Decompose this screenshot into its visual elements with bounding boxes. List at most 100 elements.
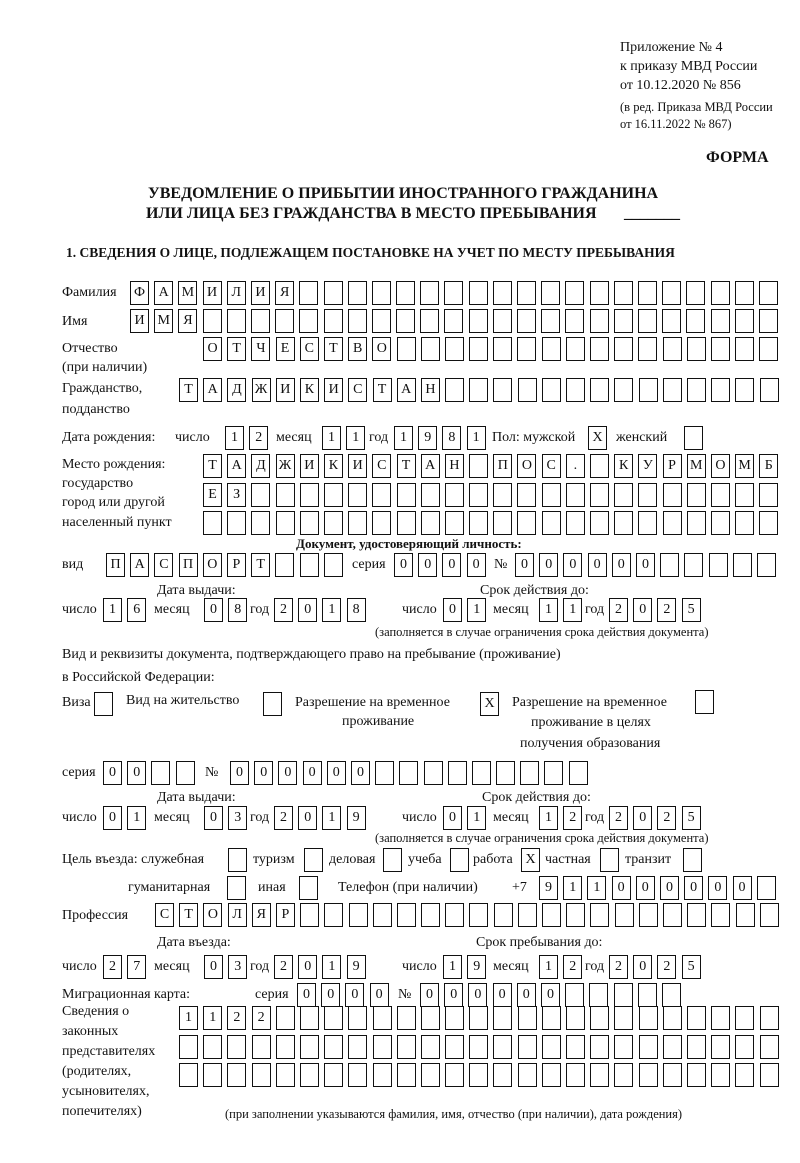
char-cell[interactable]: Я (178, 309, 198, 333)
char-cell[interactable]: С (154, 553, 174, 577)
char-cell[interactable]: О (203, 337, 222, 361)
char-cell[interactable] (590, 483, 609, 507)
purpose-private-checkbox[interactable] (600, 848, 619, 872)
char-cell[interactable] (517, 483, 537, 507)
char-cell[interactable]: 0 (321, 983, 341, 1007)
char-cell[interactable] (396, 1006, 416, 1030)
char-cell[interactable] (493, 1035, 513, 1059)
char-cell[interactable] (347, 281, 367, 305)
char-cell[interactable]: С (348, 378, 368, 402)
char-cell[interactable]: Д (227, 378, 247, 402)
char-cell[interactable] (420, 281, 440, 305)
char-cell[interactable]: З (227, 483, 247, 507)
char-cell[interactable]: 0 (443, 806, 462, 830)
char-cell[interactable] (590, 1006, 610, 1030)
char-cell[interactable]: М (735, 454, 755, 478)
char-cell[interactable] (614, 1035, 634, 1059)
char-cell[interactable] (372, 1006, 392, 1030)
char-cell[interactable]: 1 (443, 955, 462, 979)
char-cell[interactable] (348, 1006, 368, 1030)
char-cell[interactable] (469, 378, 489, 402)
char-cell[interactable]: 0 (394, 553, 413, 577)
char-cell[interactable] (711, 378, 731, 402)
char-cell[interactable] (323, 281, 343, 305)
char-cell[interactable]: 0 (103, 806, 122, 830)
char-cell[interactable]: Р (662, 454, 682, 478)
char-cell[interactable] (684, 553, 704, 577)
char-cell[interactable]: 1 (127, 806, 147, 830)
char-cell[interactable]: В (348, 337, 368, 361)
char-cell[interactable] (251, 1035, 271, 1059)
char-cell[interactable] (735, 378, 755, 402)
checkbox-cell[interactable] (263, 692, 282, 716)
char-cell[interactable] (662, 1063, 682, 1087)
char-cell[interactable]: 0 (633, 598, 653, 622)
purpose-business-checkbox[interactable] (383, 848, 402, 872)
char-cell[interactable] (735, 903, 755, 927)
char-cell[interactable] (372, 903, 392, 927)
char-cell[interactable]: П (178, 553, 198, 577)
char-cell[interactable] (710, 483, 730, 507)
char-cell[interactable] (660, 553, 680, 577)
char-cell[interactable] (686, 337, 706, 361)
char-cell[interactable] (735, 1063, 755, 1087)
char-cell[interactable] (544, 761, 564, 785)
char-cell[interactable] (275, 1035, 295, 1059)
char-cell[interactable] (710, 337, 730, 361)
char-cell[interactable]: Е (203, 483, 222, 507)
char-cell[interactable]: И (299, 454, 319, 478)
char-cell[interactable]: 7 (127, 955, 147, 979)
char-cell[interactable] (566, 1006, 585, 1030)
char-cell[interactable] (468, 281, 488, 305)
char-cell[interactable] (420, 483, 440, 507)
char-cell[interactable]: Ф (130, 281, 149, 305)
char-cell[interactable] (637, 281, 657, 305)
char-cell[interactable] (371, 281, 391, 305)
char-cell[interactable] (589, 281, 609, 305)
representatives-row-2[interactable] (179, 1035, 779, 1059)
char-cell[interactable] (662, 511, 682, 535)
char-cell[interactable] (711, 1063, 731, 1087)
char-cell[interactable]: 3 (228, 955, 248, 979)
char-cell[interactable]: Л (227, 903, 247, 927)
char-cell[interactable] (613, 309, 633, 333)
char-cell[interactable] (348, 903, 368, 927)
char-cell[interactable]: 0 (298, 955, 318, 979)
char-cell[interactable] (299, 1006, 319, 1030)
checkbox-cell[interactable]: X (480, 692, 499, 716)
purpose-transit-checkbox[interactable] (683, 848, 702, 872)
char-cell[interactable]: 0 (635, 876, 655, 900)
char-cell[interactable] (227, 1063, 247, 1087)
char-cell[interactable]: Т (179, 903, 199, 927)
char-cell[interactable]: 1 (539, 955, 558, 979)
char-cell[interactable]: 2 (609, 955, 628, 979)
char-cell[interactable] (734, 309, 754, 333)
char-cell[interactable]: Я (275, 281, 295, 305)
char-cell[interactable] (469, 511, 489, 535)
char-cell[interactable]: 3 (228, 806, 248, 830)
char-cell[interactable]: 2 (657, 806, 677, 830)
char-cell[interactable] (541, 483, 561, 507)
char-cell[interactable] (372, 1035, 392, 1059)
char-cell[interactable]: 9 (539, 876, 558, 900)
char-cell[interactable] (203, 1035, 223, 1059)
char-cell[interactable] (759, 903, 779, 927)
char-cell[interactable] (638, 378, 658, 402)
char-cell[interactable]: М (154, 309, 174, 333)
char-cell[interactable]: 2 (609, 806, 628, 830)
checkbox-cell[interactable] (228, 848, 247, 872)
char-cell[interactable]: 0 (539, 553, 559, 577)
char-cell[interactable]: 0 (302, 761, 322, 785)
char-cell[interactable] (613, 281, 633, 305)
char-cell[interactable]: П (493, 454, 513, 478)
char-cell[interactable]: 0 (468, 983, 488, 1007)
char-cell[interactable]: М (686, 454, 706, 478)
char-cell[interactable] (565, 511, 585, 535)
char-cell[interactable] (566, 378, 585, 402)
